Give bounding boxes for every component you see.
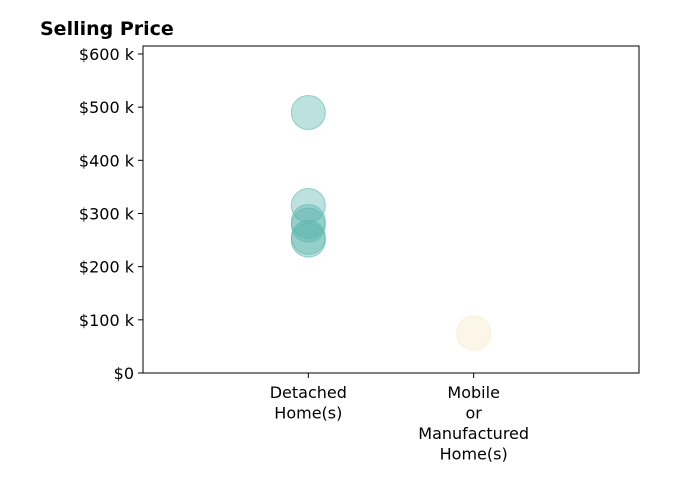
data-point bbox=[290, 207, 326, 243]
y-axis: $0 $100 k $200 k $300 k $400 k $500 k $600 k bbox=[79, 45, 143, 383]
x-tick-label: Detached Home(s) bbox=[270, 383, 347, 423]
points-layer bbox=[290, 94, 492, 351]
data-point bbox=[290, 94, 326, 130]
data-point bbox=[290, 222, 326, 258]
x-axis: Detached Home(s) Mobile or Manufactured Home(… bbox=[270, 373, 529, 464]
plot-frame bbox=[142, 45, 640, 374]
y-tick-label: $300 k bbox=[79, 204, 135, 223]
y-tick-label: $100 k bbox=[79, 311, 135, 330]
chart-title: Selling Price bbox=[40, 18, 174, 40]
y-tick-label: $500 k bbox=[79, 98, 135, 117]
y-tick-label: $200 k bbox=[79, 258, 135, 277]
y-tick-label: $400 k bbox=[79, 151, 135, 170]
y-tick-label: $600 k bbox=[79, 45, 135, 64]
x-tick-label: Mobile or Manufactured Home(s) bbox=[418, 383, 529, 464]
data-point bbox=[290, 188, 326, 224]
data-point bbox=[456, 315, 492, 351]
y-tick-label: $0 bbox=[114, 364, 134, 383]
